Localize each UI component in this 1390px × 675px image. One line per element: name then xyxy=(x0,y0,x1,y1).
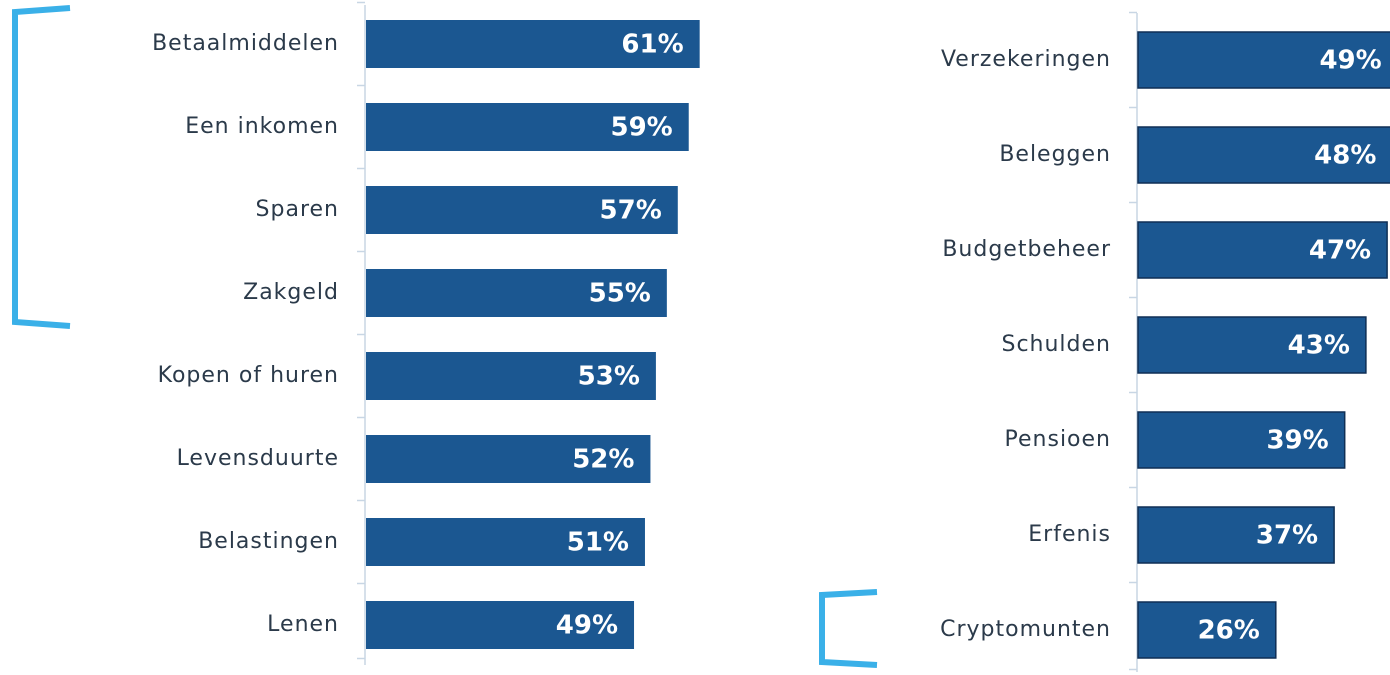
value-label: 48% xyxy=(1314,141,1376,171)
value-label: 61% xyxy=(621,30,683,60)
bar xyxy=(366,435,651,483)
category-label: Zakgeld xyxy=(243,280,339,305)
bar xyxy=(366,186,678,234)
category-label: Lenen xyxy=(267,612,339,637)
bar xyxy=(1137,221,1388,279)
value-label: 52% xyxy=(572,445,634,475)
category-label: Schulden xyxy=(1001,332,1111,357)
category-label: Een inkomen xyxy=(185,114,339,139)
category-label: Erfenis xyxy=(1028,522,1111,547)
bar xyxy=(366,269,667,317)
value-label: 59% xyxy=(610,113,672,143)
bar xyxy=(366,103,689,151)
bar xyxy=(366,518,645,566)
category-label: Cryptomunten xyxy=(940,617,1111,642)
category-label: Pensioen xyxy=(1005,427,1111,452)
bar xyxy=(366,601,635,649)
category-label: Verzekeringen xyxy=(941,47,1111,72)
category-label: Kopen of huren xyxy=(158,363,339,388)
value-label: 39% xyxy=(1266,426,1328,456)
value-label: 55% xyxy=(589,279,651,309)
category-label: Levensduurte xyxy=(177,446,339,471)
value-label: 53% xyxy=(578,362,640,392)
value-label: 43% xyxy=(1288,331,1350,361)
value-label: 49% xyxy=(1319,46,1381,76)
value-label: 51% xyxy=(567,528,629,558)
bar xyxy=(1137,506,1335,564)
bracket xyxy=(12,5,71,329)
value-label: 47% xyxy=(1309,236,1371,266)
value-label: 37% xyxy=(1256,521,1318,551)
bar xyxy=(1137,126,1390,184)
category-label: Belastingen xyxy=(198,529,339,554)
bar xyxy=(366,352,656,400)
value-label: 57% xyxy=(600,196,662,226)
category-label: Beleggen xyxy=(999,142,1111,167)
bar xyxy=(366,20,700,68)
value-label: 49% xyxy=(556,611,618,641)
bracket xyxy=(819,589,878,668)
bar xyxy=(1137,31,1390,89)
category-label: Sparen xyxy=(256,197,339,222)
value-label: 26% xyxy=(1198,616,1260,646)
bar xyxy=(1137,411,1346,469)
bar xyxy=(1137,601,1277,659)
category-label: Betaalmiddelen xyxy=(152,31,339,56)
bar xyxy=(1137,316,1367,374)
category-label: Budgetbeheer xyxy=(942,237,1111,262)
